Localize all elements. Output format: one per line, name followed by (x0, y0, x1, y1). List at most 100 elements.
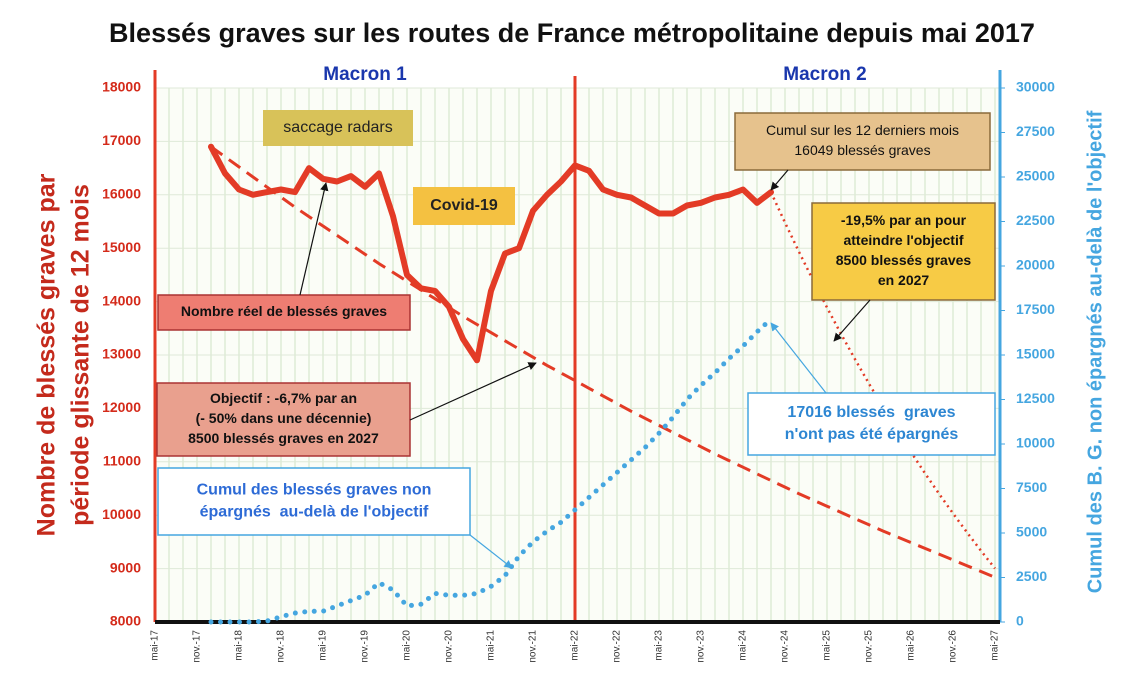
annotation-arrow (770, 169, 789, 191)
x-tick-label: mai-19 (318, 630, 329, 661)
y-tick-label: 13000 (102, 346, 141, 362)
y2-tick-label: 2500 (1016, 568, 1047, 584)
annotation-box (811, 202, 996, 301)
x-tick: nov.-17 (192, 630, 203, 663)
annotation-text: 17016 blessés graves (787, 404, 955, 421)
annotation-text: en 2027 (878, 272, 930, 288)
x-tick: mai-26 (906, 630, 917, 661)
x-tick: nov.-25 (864, 630, 875, 663)
x-tick: mai-23 (654, 630, 665, 661)
y2-tick-label: 20000 (1016, 257, 1055, 273)
annotation-arrow (409, 362, 537, 421)
x-tick-label: nov.-19 (360, 630, 371, 663)
x-tick-label: mai-26 (906, 630, 917, 661)
x-tick: mai-20 (402, 630, 413, 661)
annotation-arrow (770, 322, 827, 394)
x-tick: nov.-24 (780, 630, 791, 663)
y2-tick-label: 15000 (1016, 346, 1055, 362)
annotation-box (734, 112, 991, 171)
annotation-box (747, 392, 996, 456)
x-tick-label: nov.-17 (192, 630, 203, 663)
annotation-box (157, 294, 411, 331)
y2-axis-title: Cumul des B. G. non épargnés au-delà de … (1084, 110, 1106, 593)
annotation-arrow (469, 534, 513, 569)
y2-tick-label: 22500 (1016, 212, 1055, 228)
period-label: Macron 1 (323, 64, 407, 85)
annotation-text: Cumul sur les 12 derniers mois (766, 122, 959, 138)
annotation-text: saccage radars (283, 119, 392, 136)
x-tick: nov.-26 (948, 630, 959, 663)
x-tick: nov.-19 (360, 630, 371, 663)
y-tick-label: 18000 (102, 79, 141, 95)
y-tick-label: 9000 (110, 559, 141, 575)
annotation-arrow (833, 299, 871, 342)
x-tick-label: nov.-26 (948, 630, 959, 663)
x-tick-label: mai-18 (234, 630, 245, 661)
annotation-text: Nombre réel de blessés graves (181, 303, 387, 319)
x-tick: nov.-18 (276, 630, 287, 663)
x-tick-label: nov.-25 (864, 630, 875, 663)
annotation-text: -19,5% par an pour (841, 212, 967, 228)
annotation-box (263, 110, 413, 146)
annotation-text: Objectif : -6,7% par an (210, 390, 357, 406)
annotation-text: 16049 blessés graves (794, 142, 930, 158)
y-tick-label: 8000 (110, 613, 141, 629)
annotation-box (156, 382, 411, 457)
x-tick: mai-25 (822, 630, 833, 661)
x-tick: mai-22 (570, 630, 581, 661)
annotation-box (157, 467, 471, 536)
y2-tick-label: 17500 (1016, 301, 1055, 317)
y-tick-label: 14000 (102, 292, 141, 308)
x-tick: nov.-22 (612, 630, 623, 663)
x-tick: mai-27 (990, 630, 1001, 661)
annotation-text: 8500 blessés graves (836, 252, 972, 268)
y2-tick-label: 5000 (1016, 524, 1047, 540)
annotation-text: épargnés au-delà de l'objectif (200, 504, 429, 521)
y2-tick-label: 30000 (1016, 79, 1055, 95)
annotation-text: atteindre l'objectif (843, 232, 963, 248)
x-tick-label: mai-22 (570, 630, 581, 661)
annotation-arrow (299, 182, 329, 296)
chart-title: Blessés graves sur les routes de France … (109, 18, 1035, 48)
y2-tick-label: 25000 (1016, 168, 1055, 184)
annotation-text: Covid-19 (430, 197, 498, 214)
y2-tick-label: 12500 (1016, 390, 1055, 406)
x-tick-label: nov.-23 (696, 630, 707, 663)
y-axis-title: période glissante de 12 mois (67, 184, 95, 526)
annotation-text: n'ont pas été épargnés (785, 426, 959, 443)
y2-tick-label: 0 (1016, 613, 1024, 629)
y-tick-label: 17000 (102, 132, 141, 148)
x-tick-label: nov.-20 (444, 630, 455, 663)
y2-tick-label: 10000 (1016, 435, 1055, 451)
x-tick-label: mai-25 (822, 630, 833, 661)
series-line (210, 145, 996, 579)
y-tick-label: 10000 (102, 506, 141, 522)
x-tick: nov.-20 (444, 630, 455, 663)
y-tick-label: 12000 (102, 399, 141, 415)
x-tick: mai-18 (234, 630, 245, 661)
y-axis-title: Nombre de blessés graves par (33, 173, 61, 536)
annotation-text: Cumul des blessés graves non (197, 482, 432, 499)
x-tick: mai-21 (486, 630, 497, 661)
x-tick-label: mai-17 (150, 630, 161, 661)
x-tick: mai-19 (318, 630, 329, 661)
x-tick-label: mai-23 (654, 630, 665, 661)
annotation-text: 8500 blessés graves en 2027 (188, 430, 379, 446)
x-tick-label: mai-20 (402, 630, 413, 661)
x-tick-label: mai-21 (486, 630, 497, 661)
x-tick-label: mai-24 (738, 630, 749, 661)
annotation-text: (- 50% dans une décennie) (196, 410, 372, 426)
x-tick: mai-17 (150, 630, 161, 661)
x-tick: nov.-21 (528, 630, 539, 663)
x-tick-label: nov.-22 (612, 630, 623, 663)
x-tick-label: mai-27 (990, 630, 1001, 661)
series-line (208, 316, 774, 625)
x-tick: mai-24 (738, 630, 749, 661)
y-tick-label: 16000 (102, 186, 141, 202)
x-tick-label: nov.-21 (528, 630, 539, 663)
y2-tick-label: 27500 (1016, 123, 1055, 139)
period-label: Macron 2 (783, 64, 866, 85)
x-tick-label: nov.-24 (780, 630, 791, 663)
y-tick-label: 15000 (102, 239, 141, 255)
